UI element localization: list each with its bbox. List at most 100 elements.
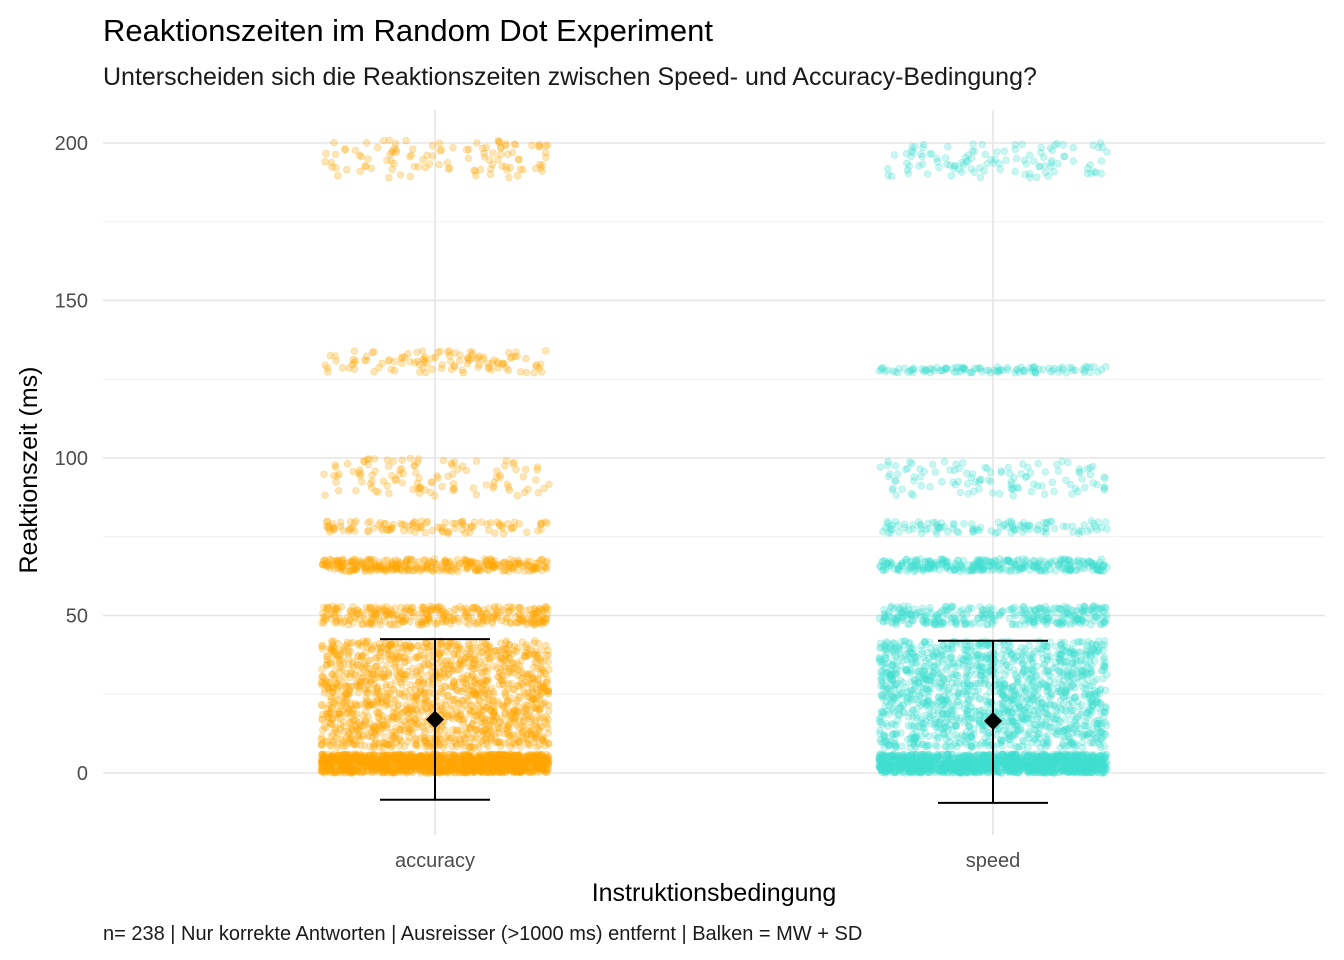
data-point	[406, 750, 414, 759]
data-point	[450, 363, 459, 371]
data-point	[421, 695, 429, 703]
data-point	[511, 756, 520, 765]
data-point	[337, 603, 345, 611]
data-point	[332, 769, 340, 777]
data-point	[535, 754, 543, 763]
data-point	[318, 763, 326, 771]
data-point	[543, 141, 552, 149]
data-point	[510, 759, 518, 767]
data-point	[517, 764, 525, 772]
data-point	[506, 755, 514, 764]
data-point	[340, 698, 348, 707]
data-point	[523, 528, 531, 536]
data-point	[345, 751, 354, 759]
data-point	[519, 716, 528, 724]
data-point	[339, 723, 348, 731]
data-point	[530, 767, 538, 776]
data-point	[427, 760, 435, 768]
data-point	[372, 767, 381, 775]
data-point	[394, 761, 403, 769]
data-point	[537, 750, 545, 758]
data-point	[397, 669, 406, 678]
data-point	[380, 767, 388, 776]
data-point	[388, 147, 397, 155]
data-point	[536, 714, 544, 723]
data-point	[324, 759, 332, 767]
data-point	[529, 751, 537, 760]
data-point	[437, 755, 445, 763]
data-point	[375, 558, 383, 567]
data-point	[480, 663, 488, 672]
data-point	[460, 763, 469, 772]
data-point	[495, 603, 503, 611]
data-point	[403, 769, 411, 777]
data-point	[452, 756, 460, 765]
data-point	[418, 347, 427, 355]
data-point	[536, 751, 545, 760]
data-point	[535, 639, 543, 648]
data-point	[407, 765, 415, 773]
data-point	[543, 755, 551, 764]
data-point	[495, 764, 503, 772]
data-point	[522, 670, 531, 678]
data-point	[506, 756, 514, 764]
data-point	[541, 669, 550, 678]
data-point	[420, 760, 428, 768]
data-point	[410, 162, 418, 171]
data-point	[538, 756, 547, 764]
data-point	[354, 609, 363, 617]
data-point	[487, 763, 496, 772]
data-point	[496, 521, 504, 530]
data-point	[406, 454, 415, 463]
data-point	[400, 756, 408, 765]
data-point	[447, 753, 455, 761]
data-point	[319, 561, 328, 569]
data-point	[532, 362, 540, 370]
data-point	[444, 731, 452, 740]
data-point	[418, 756, 426, 764]
data-point	[376, 763, 385, 772]
data-point	[498, 763, 506, 771]
data-point	[465, 750, 473, 759]
data-point	[489, 662, 497, 670]
data-point	[341, 145, 349, 153]
data-point	[503, 725, 511, 733]
data-point	[398, 754, 406, 762]
data-point	[441, 767, 449, 775]
data-point	[322, 522, 331, 531]
data-point	[504, 366, 513, 374]
data-point	[355, 678, 363, 687]
data-point	[354, 768, 362, 776]
data-point	[411, 760, 419, 769]
data-point	[487, 760, 495, 769]
data-point	[466, 753, 474, 762]
data-point	[436, 524, 445, 532]
data-point	[323, 765, 331, 773]
data-point	[332, 673, 340, 682]
data-point	[522, 354, 530, 363]
data-point	[544, 729, 552, 737]
data-point	[414, 678, 423, 687]
data-point	[464, 154, 472, 162]
data-point	[501, 462, 509, 470]
data-point	[470, 757, 478, 765]
data-point	[394, 755, 402, 763]
data-point	[464, 697, 472, 705]
data-point	[459, 369, 468, 377]
data-point	[536, 520, 545, 529]
data-point	[413, 757, 421, 766]
data-point	[390, 695, 398, 703]
data-point	[416, 685, 425, 694]
data-point	[461, 765, 470, 773]
data-point	[390, 769, 399, 777]
data-point	[417, 760, 425, 769]
data-point	[388, 751, 397, 760]
data-point	[513, 756, 522, 764]
data-point	[462, 751, 470, 759]
data-point	[532, 761, 540, 769]
data-point	[454, 643, 463, 651]
data-point	[354, 763, 363, 771]
data-point	[342, 761, 350, 770]
data-point	[331, 755, 340, 763]
data-point	[466, 762, 474, 770]
